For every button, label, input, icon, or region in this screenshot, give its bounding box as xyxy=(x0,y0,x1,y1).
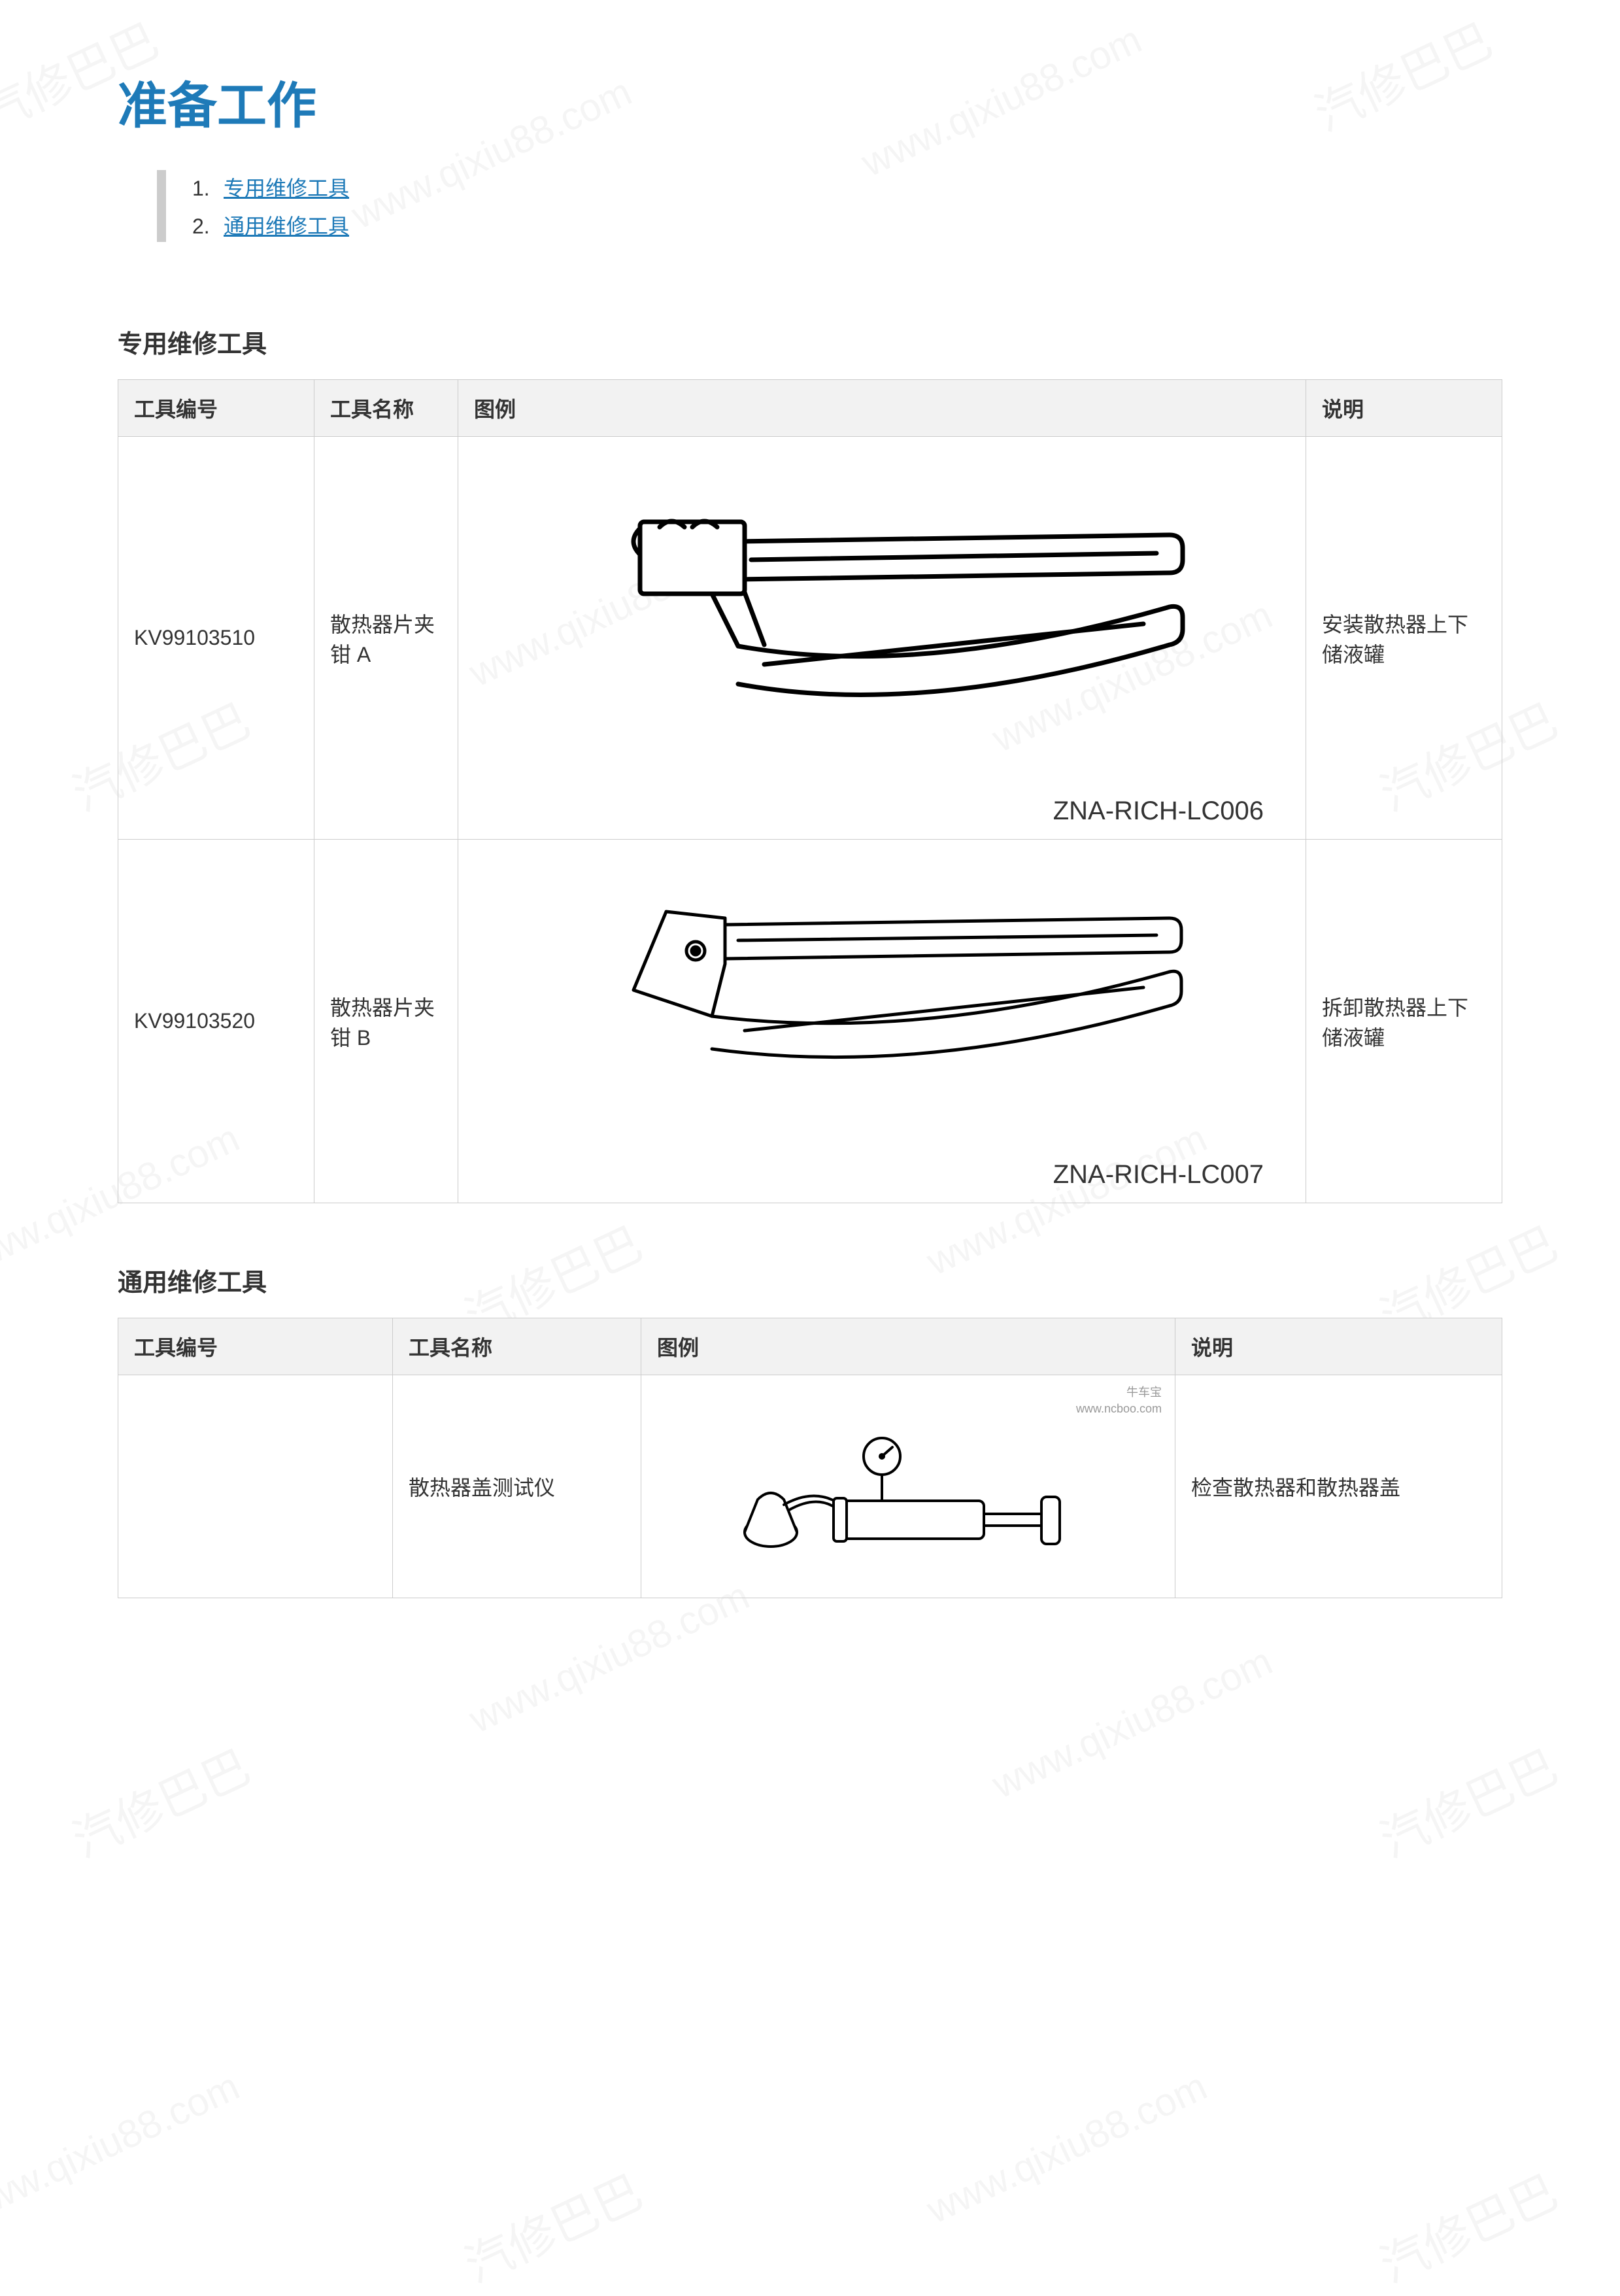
wm-line2: www.ncboo.com xyxy=(1076,1401,1162,1417)
section2-heading: 通用维修工具 xyxy=(118,1262,1502,1298)
watermark-text: 汽修巴巴 xyxy=(452,2154,651,2296)
plier-a-diagram xyxy=(555,450,1209,777)
cell-tool-number: KV99103520 xyxy=(118,840,314,1203)
col-diagram: 图例 xyxy=(641,1318,1175,1375)
toc-marker xyxy=(157,170,166,242)
cell-description: 拆卸散热器上下储液罐 xyxy=(1306,840,1502,1203)
table-row: 散热器盖测试仪 牛车宝 www.ncboo.com xyxy=(118,1375,1502,1598)
general-tools-table: 工具编号 工具名称 图例 说明 散热器盖测试仪 牛车宝 www.ncboo.co… xyxy=(118,1318,1502,1598)
table-header-row: 工具编号 工具名称 图例 说明 xyxy=(118,380,1502,437)
cell-diagram: 牛车宝 www.ncboo.com xyxy=(641,1375,1175,1598)
toc-link-special-tools[interactable]: 专用维修工具 xyxy=(224,170,349,208)
cell-tool-name: 散热器盖测试仪 xyxy=(393,1375,641,1598)
special-tools-table: 工具编号 工具名称 图例 说明 KV99103510 散热器片夹钳 A xyxy=(118,379,1502,1203)
page-title: 准备工作 xyxy=(118,65,1502,137)
col-description: 说明 xyxy=(1306,380,1502,437)
col-tool-name: 工具名称 xyxy=(393,1318,641,1375)
toc-item: 2. 通用维修工具 xyxy=(192,208,349,246)
cell-description: 安装散热器上下储液罐 xyxy=(1306,437,1502,840)
watermark-url: www.qixiu88.com xyxy=(985,1638,1279,1807)
watermark-text: 汽修巴巴 xyxy=(1367,2154,1566,2296)
toc-link-general-tools[interactable]: 通用维修工具 xyxy=(224,208,349,246)
wm-line1: 牛车宝 xyxy=(1076,1384,1162,1401)
radiator-cap-tester-diagram xyxy=(725,1388,1091,1585)
cell-description: 检查散热器和散热器盖 xyxy=(1175,1375,1502,1598)
watermark-text: 汽修巴巴 xyxy=(59,1729,259,1871)
toc-number: 2. xyxy=(192,208,218,246)
cell-tool-name: 散热器片夹钳 B xyxy=(314,840,458,1203)
cell-diagram: ZNA-RICH-LC006 xyxy=(458,437,1306,840)
diagram-caption: ZNA-RICH-LC006 xyxy=(474,797,1290,826)
toc: 1. 专用维修工具 2. 通用维修工具 xyxy=(157,170,1502,245)
col-tool-name: 工具名称 xyxy=(314,380,458,437)
table-row: KV99103510 散热器片夹钳 A xyxy=(118,437,1502,840)
cell-tool-number xyxy=(118,1375,393,1598)
toc-list: 1. 专用维修工具 2. 通用维修工具 xyxy=(192,170,349,245)
cell-tool-name: 散热器片夹钳 A xyxy=(314,437,458,840)
watermark-text: 汽修巴巴 xyxy=(1367,1729,1566,1871)
small-watermark: 牛车宝 www.ncboo.com xyxy=(1076,1384,1162,1417)
col-description: 说明 xyxy=(1175,1318,1502,1375)
watermark-url: www.qixiu88.com xyxy=(0,2063,246,2232)
col-diagram: 图例 xyxy=(458,380,1306,437)
watermark-url: www.qixiu88.com xyxy=(920,2063,1213,2232)
table-row: KV99103520 散热器片夹钳 B xyxy=(118,840,1502,1203)
table-header-row: 工具编号 工具名称 图例 说明 xyxy=(118,1318,1502,1375)
section1-heading: 专用维修工具 xyxy=(118,324,1502,360)
diagram-caption: ZNA-RICH-LC007 xyxy=(474,1160,1290,1190)
col-tool-number: 工具编号 xyxy=(118,380,314,437)
toc-item: 1. 专用维修工具 xyxy=(192,170,349,208)
cell-diagram: ZNA-RICH-LC007 xyxy=(458,840,1306,1203)
cell-tool-number: KV99103510 xyxy=(118,437,314,840)
col-tool-number: 工具编号 xyxy=(118,1318,393,1375)
toc-number: 1. xyxy=(192,170,218,208)
plier-b-diagram xyxy=(555,853,1209,1140)
